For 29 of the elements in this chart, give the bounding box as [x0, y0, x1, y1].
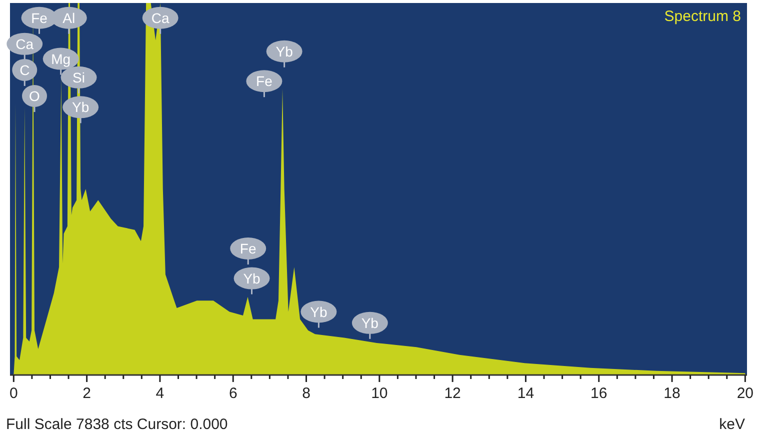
x-tick-label: 2: [82, 385, 91, 402]
x-tick-label: 14: [517, 385, 534, 402]
annotation: Si: [72, 69, 85, 86]
annotation: Yb: [310, 304, 328, 320]
x-tick-label: 16: [590, 385, 608, 402]
annotation: Yb: [276, 43, 294, 60]
annotation: C: [20, 62, 30, 78]
annotation: Al: [62, 10, 76, 26]
x-tick-label: 10: [371, 385, 388, 402]
annotation: Mg: [51, 50, 71, 67]
annotation: Yb: [72, 99, 90, 116]
chart-title: Spectrum 8: [664, 8, 741, 25]
annotation: Ca: [151, 10, 170, 26]
x-tick-label: 8: [302, 385, 310, 402]
annotation: Yb: [361, 314, 379, 331]
annotation: Yb: [243, 270, 261, 286]
x-tick-label: 6: [228, 385, 238, 402]
x-tick-label: 4: [156, 385, 164, 402]
text: Full Scale 7838 cts Cursor: 0.000: [6, 416, 228, 433]
annotation: O: [29, 88, 40, 104]
x-tick-label: 20: [736, 385, 754, 402]
x-tick-label: 12: [444, 385, 461, 402]
annotation: Fe: [31, 10, 48, 26]
x-tick-label: 0: [9, 385, 18, 402]
annotation: Ca: [16, 36, 34, 52]
x-tick-label: 18: [664, 385, 680, 402]
annotation: Fe: [256, 73, 273, 90]
x-axis-title: keV: [719, 416, 745, 433]
annotation: Fe: [240, 240, 256, 257]
